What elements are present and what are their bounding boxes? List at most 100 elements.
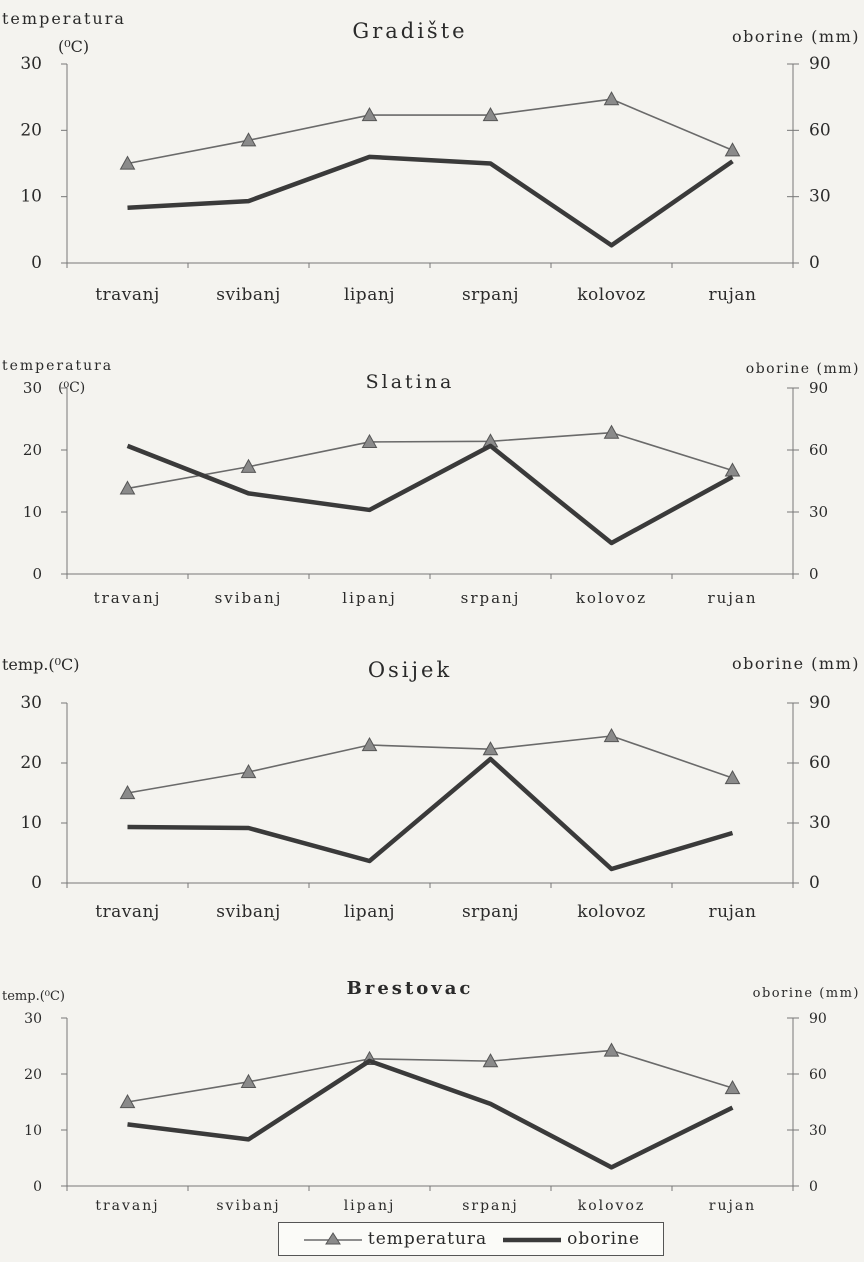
right-tick-label: 90 [809,1011,827,1027]
right-tick-label: 60 [809,441,828,459]
temperature-point [361,433,378,449]
right-tick-label: 30 [809,187,831,207]
left-tick-label: 20 [20,120,42,140]
temperature-point [603,91,620,106]
temperature-point [603,424,620,439]
temperature-point [119,155,136,170]
right-tick-label: 60 [809,753,831,773]
left-axis-label: temp.(⁰C) [2,655,80,674]
left-tick-label: 10 [20,187,42,207]
left-tick-label: 10 [20,813,42,833]
temperature-point [240,1073,257,1088]
left-tick-label: 0 [31,873,42,893]
left-tick-label: 20 [20,753,42,773]
right-tick-label: 30 [809,1123,827,1139]
category-label: svibanj [216,285,281,305]
temperature-point [603,1042,620,1057]
category-label: travanj [95,285,160,305]
category-label: srpanj [462,1198,519,1214]
right-tick-label: 90 [809,54,831,74]
precipitation-line [127,154,734,248]
legend-item-temperature: temperatura [302,1229,487,1249]
temperature-line [127,431,733,490]
temperature-point [724,462,741,477]
legend-label-temperature: temperatura [367,1229,488,1249]
temperature-point [724,769,741,785]
category-label: kolovoz [577,285,646,305]
temperature-point [119,1093,136,1109]
temperature-point [482,741,499,756]
left-tick-label: 10 [24,1123,42,1139]
left-axis-label: temperatura [2,9,126,28]
right-tick-label: 90 [809,693,831,713]
temperature-line [127,1049,733,1103]
precipitation-line-icon [503,1237,562,1243]
right-axis-label: oborine (mm) [753,986,860,1001]
right-axis-label: oborine (mm) [732,27,860,46]
chart-title: Slatina [366,371,455,393]
category-label: kolovoz [576,589,647,607]
left-tick-label: 30 [20,54,42,74]
right-axis-label: oborine (mm) [746,361,860,377]
left-axis-unit: (⁰C) [58,37,89,56]
temperature-point [724,142,741,157]
temperature-line-marker-icon [303,1232,362,1245]
right-tick-label: 0 [809,565,819,583]
right-tick-label: 0 [809,253,820,273]
chart-legend: temperatura oborine [278,1222,664,1256]
category-label: lipanj [342,589,396,607]
temperature-point [240,763,257,779]
category-label: lipanj [344,285,395,305]
category-label: lipanj [344,1198,396,1214]
legend-item-precipitation: oborine [501,1229,640,1249]
temperature-point [482,1053,499,1068]
left-tick-label: 20 [24,1067,42,1083]
left-axis-label: temperatura [2,358,113,374]
chart-panel-4: Brestovac temp.(⁰C) oborine (mm) 0 10 20 30 0 30… [2,978,860,1214]
category-label: lipanj [344,902,395,922]
category-label: srpanj [462,285,519,305]
right-tick-label: 30 [809,503,828,521]
category-label: rujan [709,285,757,305]
right-tick-label: 0 [809,1179,818,1195]
right-tick-label: 60 [809,1067,827,1083]
left-tick-label: 30 [23,379,42,397]
chart-panel-3: Osijek temp.(⁰C) oborine (mm) 0 10 20 30 0 30 60 9… [2,654,859,922]
right-tick-label: 30 [809,813,831,833]
left-tick-label: 20 [23,441,42,459]
category-label: rujan [709,902,757,922]
left-tick-label: 0 [33,1179,42,1195]
temperature-point [119,480,136,495]
temperature-point [724,1079,741,1095]
category-label: kolovoz [577,902,646,922]
temperature-line [127,98,733,165]
category-label: svibanj [216,902,281,922]
category-label: svibanj [216,1198,280,1214]
temperature-point [603,727,620,743]
left-axis-unit: (⁰C) [58,380,85,396]
precipitation-line [127,756,734,872]
category-label: srpanj [461,589,521,607]
precipitation-line [127,1058,734,1170]
chart-panel-1: Gradište temperatura (⁰C) oborine (mm) 0 10 20… [2,9,860,305]
category-label: svibanj [215,589,283,607]
chart-title: Gradište [352,19,467,43]
right-tick-label: 90 [809,379,828,397]
chart-title: Osijek [368,658,452,682]
temperature-point [361,736,378,752]
temperature-point [361,107,378,122]
precipitation-line [126,443,734,546]
category-label: travanj [94,589,162,607]
chart-panel-2: Slatina temperatura (⁰C) oborine (mm) 0 10 20 3… [2,358,860,607]
temperature-point [240,132,257,147]
left-tick-label: 10 [23,503,42,521]
legend-label-precipitation: oborine [567,1229,641,1249]
category-label: travanj [95,1198,159,1214]
chart-title: Brestovac [347,978,474,999]
category-label: travanj [95,902,160,922]
category-label: rujan [707,589,757,607]
left-tick-label: 0 [32,565,42,583]
left-axis-label: temp.(⁰C) [2,989,65,1004]
